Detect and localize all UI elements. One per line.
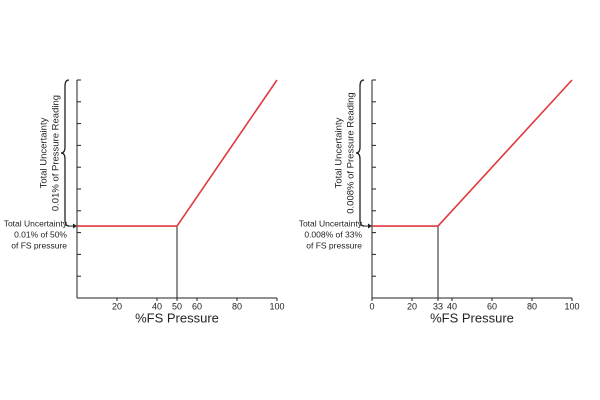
pointer-label: 0.008% of 33% [304, 229, 362, 239]
x-tick-label: 60 [192, 301, 202, 311]
pointer-label: Total Uncertainty [299, 218, 363, 228]
x-tick-label: 60 [487, 301, 497, 311]
pointer-arrowhead [368, 223, 372, 229]
brace-label: 0.01% of Pressure Reading [51, 95, 62, 211]
data-line [77, 79, 278, 227]
x-tick-label: 20 [407, 301, 417, 311]
x-tick-label: 50 [172, 301, 182, 311]
brace-label: Total Uncertainty [39, 117, 50, 188]
x-tick-label: 100 [564, 301, 579, 311]
brace-label: 0.008% of Pressure Reading [346, 92, 357, 213]
x-tick-label: 33 [433, 301, 443, 311]
x-tick-label: 40 [447, 301, 457, 311]
x-tick-label: 80 [232, 301, 242, 311]
x-axis-label: %FS Pressure [135, 310, 219, 325]
pointer-arrowhead [73, 223, 77, 229]
brace [60, 79, 70, 227]
pointer-label: of FS pressure [11, 240, 67, 250]
x-tick-label: 100 [269, 301, 284, 311]
x-tick-label: 80 [527, 301, 537, 311]
brace [355, 79, 365, 227]
x-tick-label: 40 [152, 301, 162, 311]
pointer-label: Total Uncertainty [4, 218, 68, 228]
x-tick-label: 0 [369, 301, 374, 311]
brace-label: Total Uncertainty [334, 117, 345, 188]
x-axis-label: %FS Pressure [430, 310, 514, 325]
x-tick-label: 20 [112, 301, 122, 311]
pointer-label: of FS pressure [306, 240, 362, 250]
pointer-label: 0.01% of 50% [14, 229, 67, 239]
data-line [372, 79, 573, 227]
